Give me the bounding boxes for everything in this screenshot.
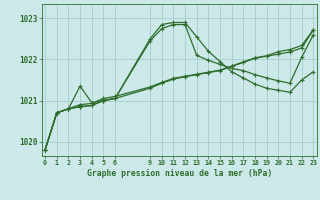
X-axis label: Graphe pression niveau de la mer (hPa): Graphe pression niveau de la mer (hPa) xyxy=(87,169,272,178)
